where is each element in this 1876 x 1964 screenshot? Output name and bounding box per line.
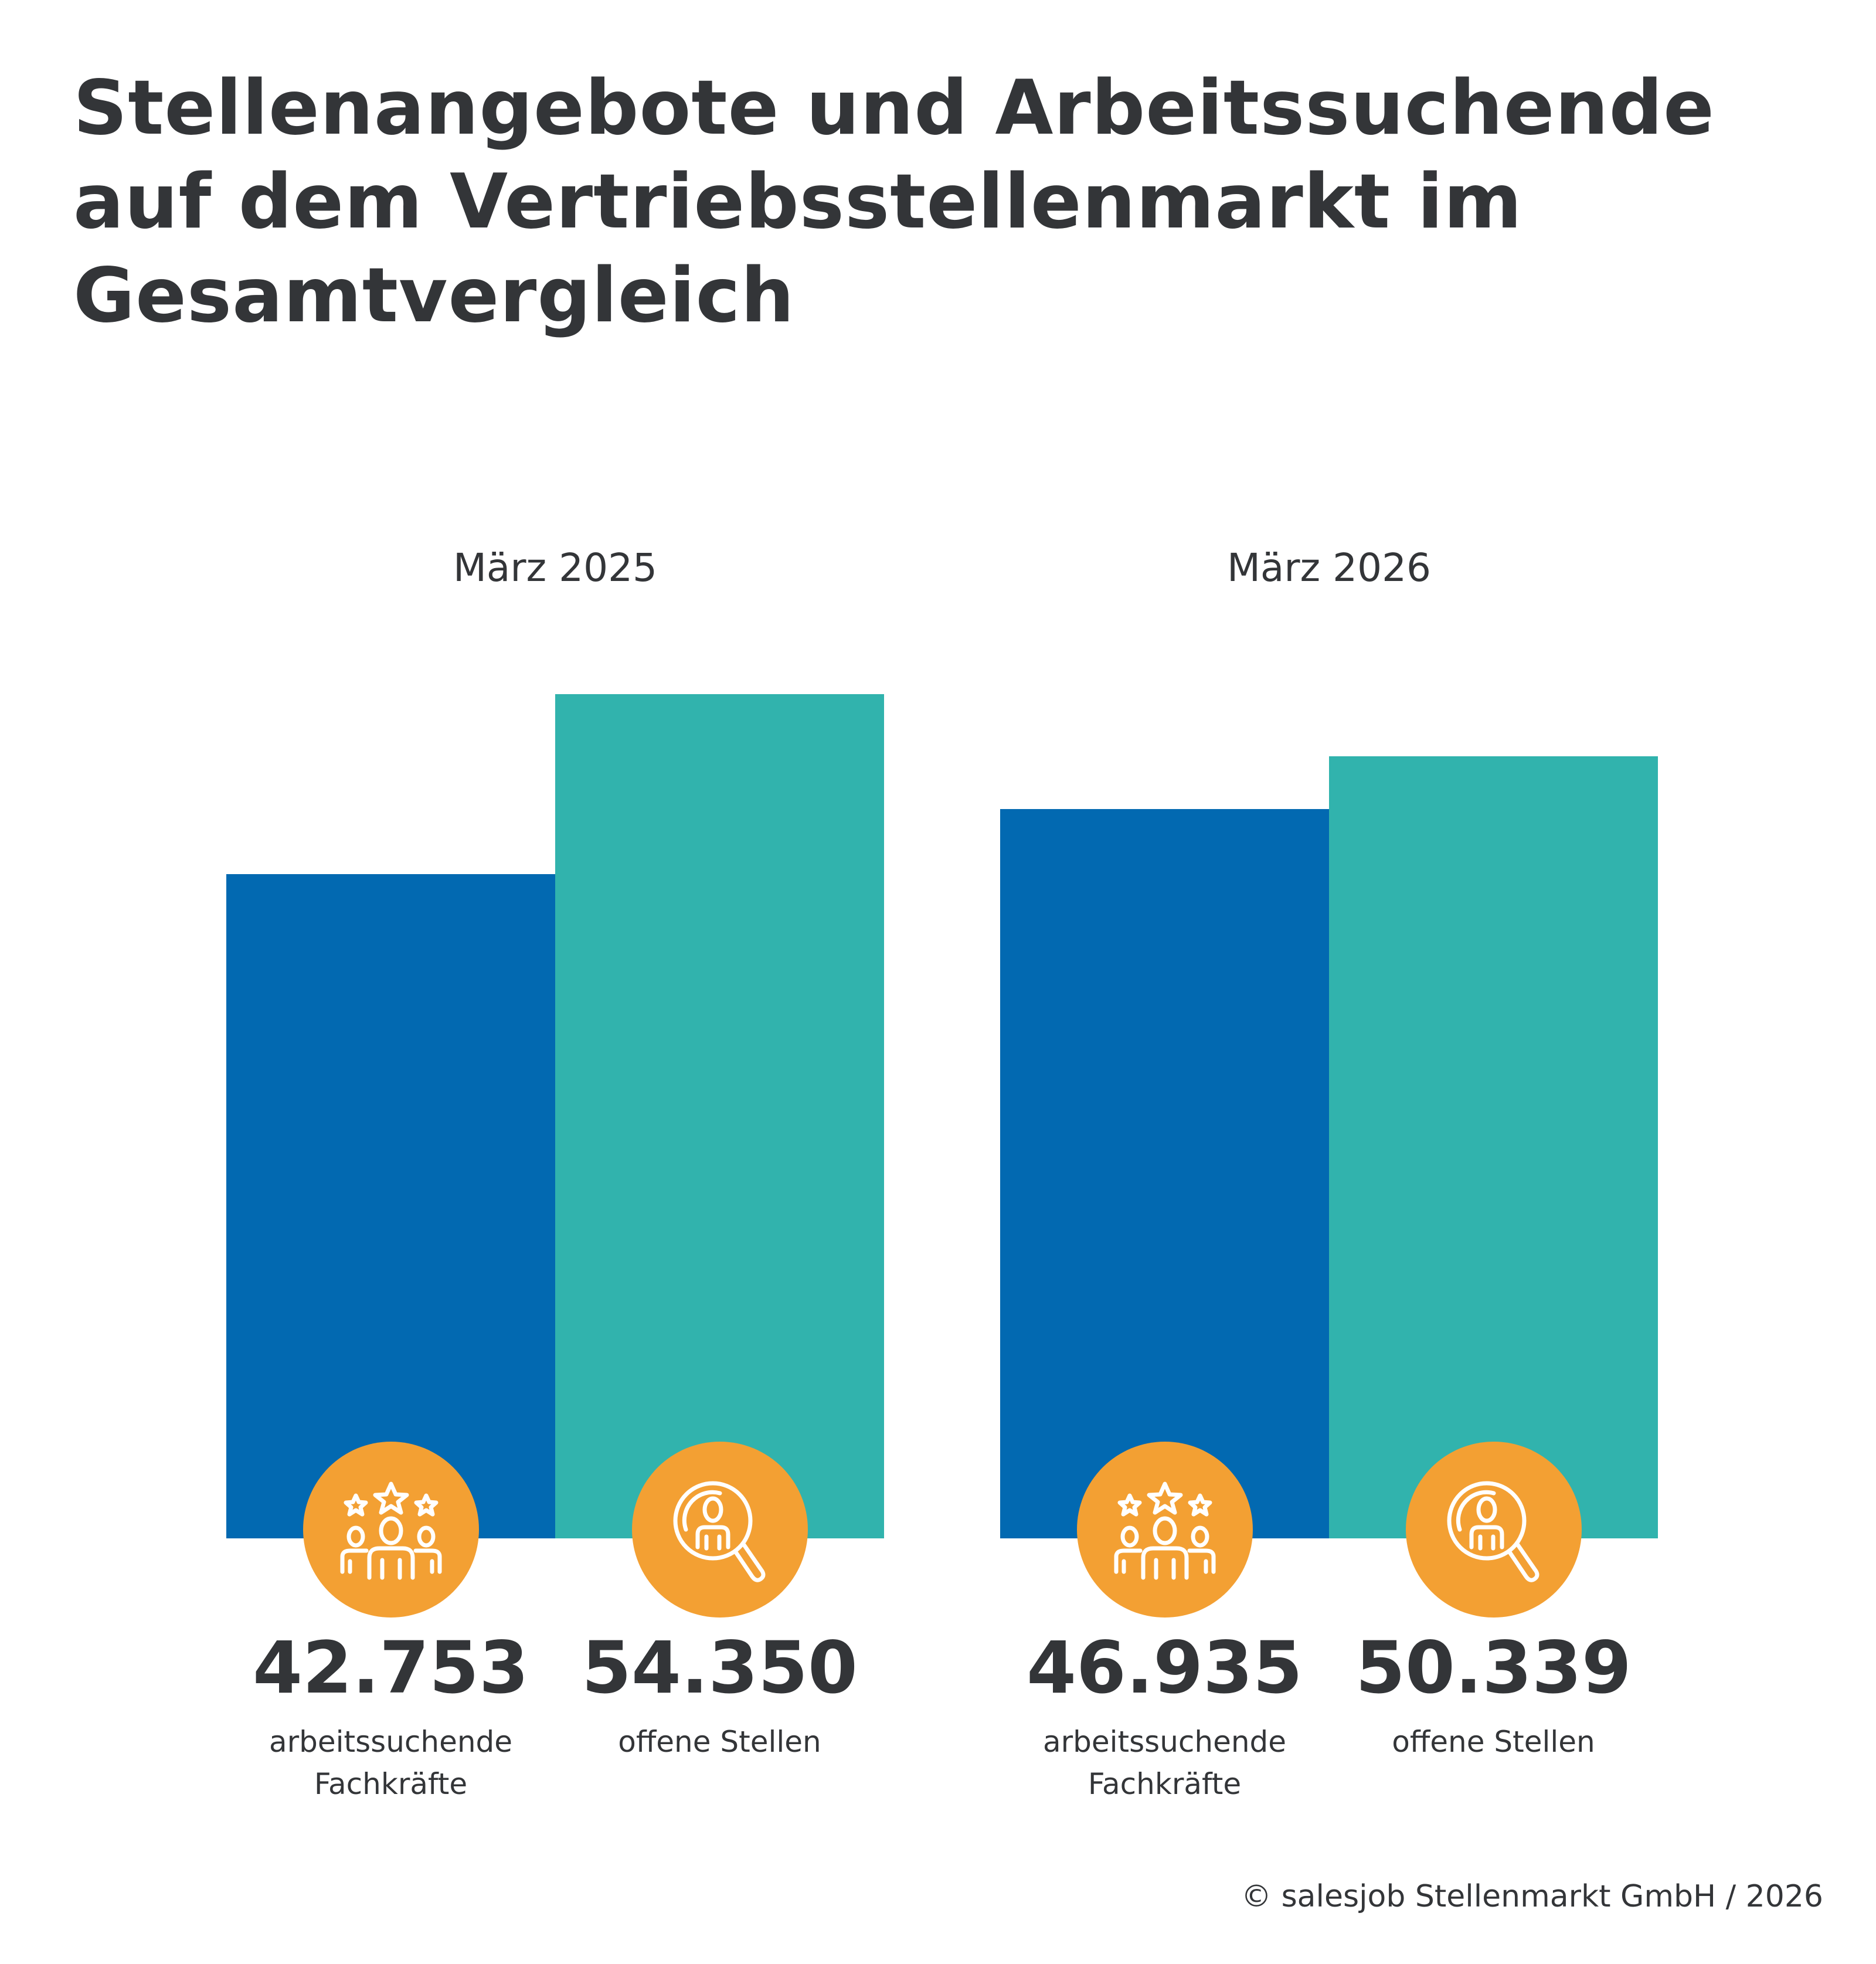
bar	[226, 874, 555, 1538]
series-label-line: arbeitssuchende	[1042, 1725, 1287, 1759]
value-label: 42.753	[253, 1626, 529, 1710]
series-label: arbeitssuchende Fachkräfte	[215, 1721, 567, 1805]
people-stars-icon	[303, 1442, 479, 1618]
bar	[555, 694, 884, 1538]
period-label: März 2026	[1226, 545, 1432, 590]
value-label: 50.339	[1355, 1626, 1632, 1710]
title-line: auf dem Vertriebsstellenmarkt im	[73, 158, 1522, 246]
series-label-line: arbeitssuchende	[269, 1725, 513, 1759]
title-line: Gesamtvergleich	[73, 252, 795, 339]
period-label: März 2025	[453, 545, 658, 590]
series-label: arbeitssuchende Fachkräfte	[989, 1721, 1341, 1805]
copyright-footer: © salesjob Stellenmarkt GmbH / 2026	[1241, 1879, 1823, 1914]
magnifier-person-icon	[1405, 1442, 1582, 1618]
series-label-line: Fachkräfte	[314, 1767, 468, 1801]
bar	[1000, 809, 1329, 1538]
value-label: 54.350	[582, 1626, 858, 1710]
series-label: offene Stellen	[1318, 1721, 1670, 1763]
series-label-line: offene Stellen	[1392, 1725, 1595, 1759]
people-stars-icon	[1076, 1442, 1253, 1618]
bar	[1329, 756, 1658, 1538]
series-label: offene Stellen	[544, 1721, 896, 1763]
title-line: Stellenangebote und Arbeitssuchende	[73, 64, 1715, 152]
value-label: 46.935	[1027, 1626, 1303, 1710]
series-label-line: offene Stellen	[618, 1725, 821, 1759]
chart-title: Stellenangebote und Arbeitssuchende auf …	[73, 62, 1832, 343]
magnifier-person-icon	[631, 1442, 808, 1618]
series-label-line: Fachkräfte	[1087, 1767, 1242, 1801]
